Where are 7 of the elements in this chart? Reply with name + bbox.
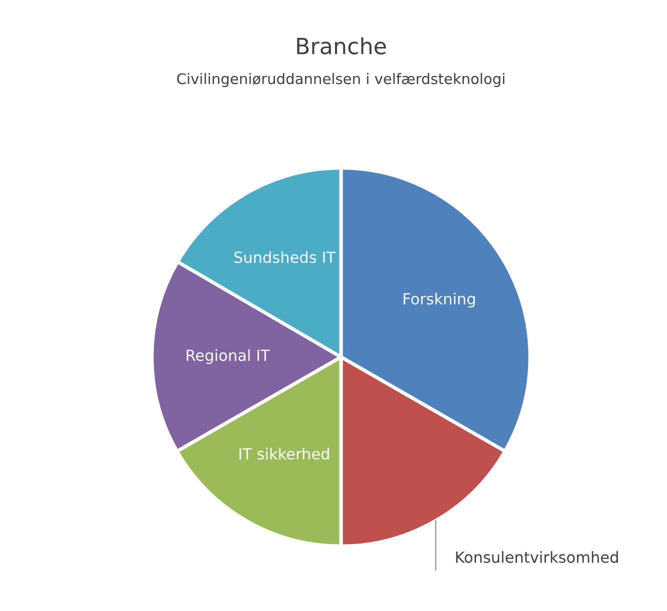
slice-label: Regional IT xyxy=(186,349,270,364)
slice-label: Konsulentvirksomhed xyxy=(456,551,618,563)
chart-subtitle: Civilingeniøruddannelsen i velfærdsteknologi xyxy=(177,72,504,88)
slice-label: Sundsheds IT xyxy=(234,251,336,264)
slice-label: IT sikkerhed xyxy=(240,448,329,460)
chart-title: Branche xyxy=(297,37,386,54)
slice-label: Forskning xyxy=(404,292,475,308)
